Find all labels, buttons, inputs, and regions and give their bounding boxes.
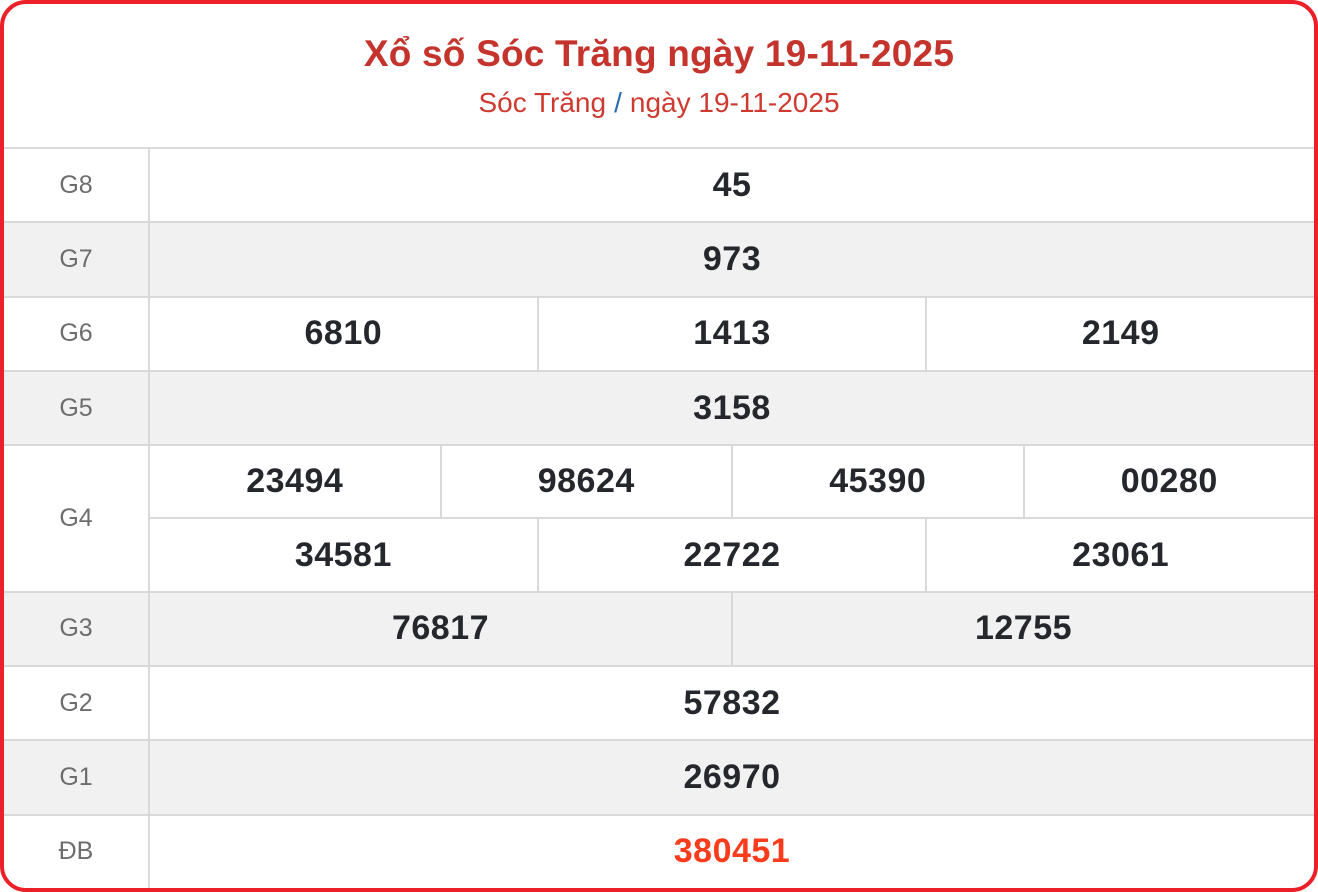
prize-row-g1: G1 26970	[4, 739, 1314, 814]
prize-number-g4-1: 23494	[246, 462, 344, 501]
breadcrumb-date-link[interactable]: ngày 19-11-2025	[629, 87, 840, 118]
prize-label-g1: G1	[4, 741, 150, 814]
prize-number-g4-5: 34581	[294, 535, 392, 574]
prize-label-db: ĐB	[4, 815, 150, 888]
prize-number-g3-1: 76817	[391, 609, 490, 648]
prize-table: G8 45 G7 973 G6 6810 1413 2149 G5 3158	[4, 147, 1314, 888]
prize-number-g1: 26970	[683, 758, 781, 797]
results-header: Xổ số Sóc Trăng ngày 19-11-2025 Sóc Trăn…	[4, 4, 1314, 147]
prize-row-g6: G6 6810 1413 2149	[4, 295, 1314, 370]
breadcrumb-separator: /	[614, 87, 622, 118]
prize-row-g7: G7 973	[4, 221, 1314, 296]
breadcrumb-region-link[interactable]: Sóc Trăng	[478, 87, 607, 118]
prize-row-g2: G2 57832	[4, 665, 1314, 740]
prize-number-g6-1: 6810	[304, 314, 383, 353]
prize-number-g6-3: 2149	[925, 297, 1314, 370]
prize-number-g2: 57832	[683, 683, 781, 722]
prize-number-g4-7: 23061	[925, 519, 1314, 591]
prize-number-g3-2: 12755	[731, 592, 1314, 666]
prize-row-g5: G5 3158	[4, 369, 1314, 445]
prize-label-g3: G3	[4, 592, 150, 666]
prize-row-g3: G3 76817 12755	[4, 590, 1314, 666]
prize-number-g5: 3158	[693, 388, 771, 427]
prize-row-g8: G8 45	[4, 149, 1314, 222]
prize-label-g7: G7	[4, 223, 150, 296]
prize-number-g4-2: 98624	[439, 446, 732, 518]
prize-label-g8: G8	[4, 149, 150, 222]
breadcrumb: Sóc Trăng / ngày 19-11-2025	[478, 86, 839, 120]
prize-label-g2: G2	[4, 667, 150, 740]
prize-number-g6-2: 1413	[536, 297, 926, 370]
prize-number-g4-3: 45390	[731, 446, 1023, 518]
prize-row-g4: G4 23494 98624 45390 00280 34581 22722 2…	[4, 444, 1314, 591]
prize-number-g4-4: 00280	[1022, 446, 1315, 518]
prize-label-g6: G6	[4, 297, 150, 370]
prize-label-g5: G5	[4, 371, 150, 445]
prize-number-g8: 45	[712, 165, 752, 204]
prize-number-g4-6: 22722	[536, 519, 926, 591]
page-title: Xổ số Sóc Trăng ngày 19-11-2025	[363, 33, 955, 74]
prize-number-g7: 973	[702, 239, 762, 278]
prize-row-db: ĐB 380451	[4, 813, 1314, 888]
prize-number-db: 380451	[673, 832, 791, 871]
prize-label-g4: G4	[4, 446, 150, 591]
